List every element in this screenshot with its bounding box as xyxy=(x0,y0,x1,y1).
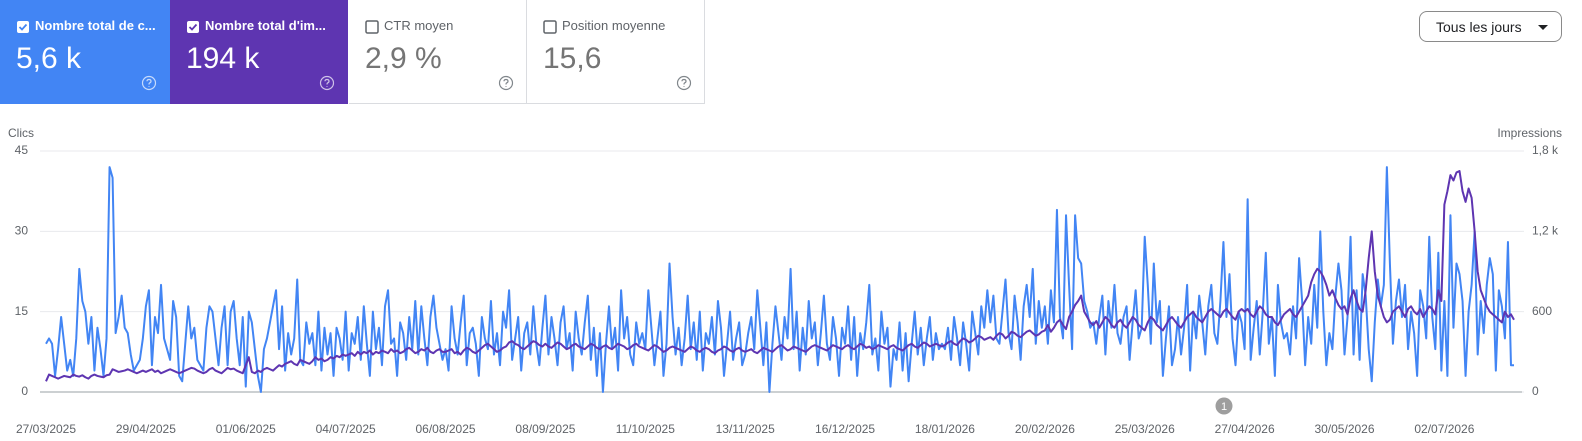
help-glyph xyxy=(503,78,509,87)
x-tick-label: 06/08/2025 xyxy=(416,422,476,436)
help-circle xyxy=(498,75,514,91)
x-tick-label: 20/02/2026 xyxy=(1015,422,1075,436)
help-icon[interactable] xyxy=(498,75,514,91)
y2-tick-label: 0 xyxy=(1532,384,1539,398)
metric-value: 2,9 % xyxy=(365,42,442,75)
x-tick-label: 16/12/2025 xyxy=(815,422,875,436)
metric-label: Nombre total d'im... xyxy=(205,18,326,33)
checkbox-box xyxy=(17,21,29,33)
help-circle xyxy=(676,75,692,91)
date-dropdown[interactable]: Tous les jours xyxy=(1419,11,1562,42)
series-line xyxy=(45,166,1514,393)
x-tick-label: 30/05/2026 xyxy=(1314,422,1374,436)
y-tick-label: 15 xyxy=(15,304,29,318)
checkbox[interactable] xyxy=(365,20,379,34)
help-circle xyxy=(141,75,157,91)
help-icon[interactable] xyxy=(676,75,692,91)
help-glyph xyxy=(146,78,152,87)
y-tick-label: 0 xyxy=(21,384,28,398)
annotation-label: 1 xyxy=(1221,401,1227,413)
metric-value: 194 k xyxy=(186,42,260,75)
series-line xyxy=(45,170,1515,382)
x-tick-label: 01/06/2025 xyxy=(216,422,276,436)
y-tick-label: 30 xyxy=(15,224,29,238)
metric-value: 15,6 xyxy=(543,42,602,75)
x-tick-label: 25/03/2026 xyxy=(1115,422,1175,436)
help-circle xyxy=(319,75,335,91)
y2-tick-label: 1,8 k xyxy=(1532,143,1559,157)
metric-label: CTR moyen xyxy=(384,18,454,33)
help-glyph xyxy=(681,78,687,87)
dropdown-caret xyxy=(1538,25,1548,30)
y2-tick-label: 1,2 k xyxy=(1532,224,1559,238)
checkbox[interactable] xyxy=(186,20,200,34)
metric-value: 5,6 k xyxy=(16,42,82,75)
checkbox[interactable] xyxy=(16,20,30,34)
y2-tick-label: 600 xyxy=(1532,304,1552,318)
help-icon[interactable] xyxy=(141,75,157,91)
annotation-marker xyxy=(1215,397,1233,415)
checkmark xyxy=(188,23,198,31)
x-tick-label: 29/04/2025 xyxy=(116,422,176,436)
checkbox-box xyxy=(365,20,379,34)
y-tick-label: 45 xyxy=(15,143,29,157)
checkmark xyxy=(18,23,28,31)
y2-axis-title: Impressions xyxy=(1497,126,1562,140)
metric-label: Nombre total de c... xyxy=(35,18,156,33)
x-tick-label: 08/09/2025 xyxy=(515,422,575,436)
metric-label: Position moyenne xyxy=(562,18,666,33)
checkbox-box xyxy=(187,21,199,33)
x-tick-label: 11/10/2025 xyxy=(616,422,675,436)
metric-card[interactable]: Nombre total de c... 5,6 k xyxy=(0,0,170,104)
x-tick-label: 27/03/2025 xyxy=(16,422,76,436)
x-tick-label: 04/07/2025 xyxy=(316,422,376,436)
help-glyph xyxy=(324,78,330,87)
metric-card[interactable]: CTR moyen 2,9 % xyxy=(349,0,527,104)
dropdown-label: Tous les jours xyxy=(1436,19,1522,35)
help-icon[interactable] xyxy=(319,75,335,91)
x-tick-label: 27/04/2026 xyxy=(1215,422,1275,436)
checkbox-box xyxy=(543,20,557,34)
metric-card[interactable]: Position moyenne 15,6 xyxy=(527,0,705,104)
x-tick-label: 13/11/2025 xyxy=(716,422,775,436)
checkbox[interactable] xyxy=(543,20,557,34)
x-tick-label: 18/01/2026 xyxy=(915,422,975,436)
y-axis-title: Clics xyxy=(8,126,34,140)
metric-card[interactable]: Nombre total d'im... 194 k xyxy=(170,0,348,104)
x-tick-label: 02/07/2026 xyxy=(1414,422,1474,436)
